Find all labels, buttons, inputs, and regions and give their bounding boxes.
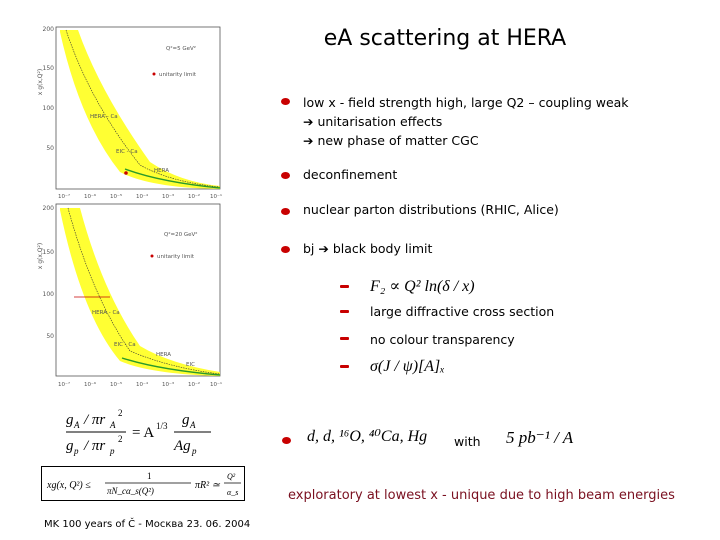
svg-text:g: g [66,412,74,428]
bottom-label-eic-ca: EIC - Ca [114,342,136,348]
svg-text:p: p [191,446,197,456]
xtick: 10⁻³ [162,381,174,388]
ytick: 100 [43,291,55,298]
bullet-marker [281,172,290,179]
bottom-label-hera-ca: HERA - Ca [92,310,120,316]
xtick: 10⁻¹ [210,193,222,200]
svg-text:πR² ≃: πR² ≃ [195,480,221,491]
slide-title: eA scattering at HERA [323,26,567,51]
dash-colour-transparency: no colour transparency [370,332,515,347]
svg-text:Ag: Ag [173,438,191,454]
top-uncertainty-band [60,30,220,189]
ytick: 150 [43,65,55,72]
bottom-uncertainty-band [60,208,220,376]
bullet-deconfinement: deconfinement [303,167,398,182]
bottom-plot-legend: unitarity limit [157,254,195,260]
top-plot-ylabel: x g(x,Q²) [37,69,44,96]
dash-diffractive: large diffractive cross section [370,304,555,319]
svg-text:A: A [189,420,196,430]
top-label-eic-ca: EIC - Ca [116,149,138,155]
svg-text:2: 2 [118,434,123,444]
top-legend-marker [152,72,156,76]
xtick: 10⁻⁷ [58,381,70,388]
svg-text:g: g [66,438,74,454]
ytick: 100 [43,105,55,112]
top-green-curve [124,168,221,189]
dash-marker [340,365,349,368]
svg-text:/ πr: / πr [83,438,105,454]
luminosity: 5 pb⁻¹ / A [506,428,574,447]
svg-text:A: A [109,420,116,430]
bottom-label-eic: EIC [186,362,195,368]
ytick: 150 [43,249,55,256]
xtick: 10⁻¹ [210,381,222,388]
xtick: 10⁻⁶ [84,381,97,388]
bullet-black-body: bj ➔ black body limit [303,241,433,256]
ytick: 200 [43,205,55,212]
svg-text:xg(x, Q²) ≤: xg(x, Q²) ≤ [46,480,91,491]
bottom-plot-q2: Q²=20 GeV² [164,231,198,238]
svg-text:Q²: Q² [227,472,236,481]
xtick: 10⁻⁵ [110,381,122,388]
svg-text:g: g [182,412,190,428]
bottom-central-curve [67,207,221,375]
nuclei-list: d, d, ¹⁶O, ⁴⁰Ca, Hg [307,428,428,445]
bottom-note: exploratory at lowest x - unique due to … [288,488,675,503]
top-gluon-plot: x g(x,Q²) 200 150 100 50 unitarity limit… [37,26,222,200]
svg-text:2: 2 [118,408,123,418]
bottom-legend-marker [150,254,154,258]
formula-shadowing-ratio: g A / πr A 2 g p / πr p 2 = A 1/3 g A Ag… [66,408,211,456]
top-label-hera: HERA [154,168,169,174]
bottom-label-hera: HERA [156,352,171,358]
sub-point-unitarisation: ➔ unitarisation effects [303,114,443,129]
svg-text:πN_cα_s(Q²): πN_cα_s(Q²) [107,486,154,496]
svg-text:A: A [73,420,80,430]
top-central-curve [65,29,221,188]
xtick: 10⁻² [188,381,200,388]
xtick: 10⁻³ [162,193,174,200]
dash-marker [340,310,349,313]
xtick: 10⁻⁴ [136,193,149,200]
bottom-green-curve [121,357,221,376]
svg-text:/ πr: / πr [83,412,105,428]
ytick: 50 [46,145,54,152]
with-label: with [454,434,481,449]
ytick: 50 [46,333,54,340]
xtick: 10⁻² [188,193,200,200]
bottom-plot-ylabel: x g(x,Q²) [37,243,44,270]
bottom-gluon-plot: x g(x,Q²) 200 150 100 50 unitarity limit… [37,203,222,388]
formula-f2: F₂ ∝ Q² ln(δ / x) [370,278,475,295]
formula-unitarity-bound: xg(x, Q²) ≤ 1 πN_cα_s(Q²) πR² ≃ Q² α_s [41,466,245,501]
top-plot-legend: unitarity limit [159,72,197,78]
top-label-hera-ca: HERA - Ca [90,114,118,120]
dash-marker [340,285,349,288]
bullet-low-x: low x - field strength high, large Q2 – … [303,95,629,110]
top-plot-q2: Q²=5 GeV² [166,45,196,52]
sub-point-cgc: ➔ new phase of matter CGC [303,133,479,148]
svg-text:p: p [73,446,79,456]
bullet-marker [281,208,290,215]
xtick: 10⁻⁴ [136,381,149,388]
dash-marker [340,337,349,340]
svg-text:1: 1 [147,471,152,481]
bullet-marker [281,98,290,105]
svg-text:1/3: 1/3 [156,421,168,431]
top-unitarity-point [124,171,128,175]
ytick: 200 [43,26,55,33]
xtick: 10⁻⁷ [58,193,70,200]
bullet-marker [281,246,290,253]
xtick: 10⁻⁵ [110,193,122,200]
svg-text:p: p [109,446,115,456]
svg-text:α_s: α_s [227,488,238,497]
xtick: 10⁻⁶ [84,193,97,200]
formula-sigma: σ(J / ψ)[A]ₓ [370,358,445,375]
svg-text:= A: = A [132,425,154,441]
footer: MK 100 years of Č - Москва 23. 06. 2004 [44,519,251,530]
bullet-marker [282,437,291,444]
bullet-nuclear-pdf: nuclear parton distributions (RHIC, Alic… [303,202,559,217]
